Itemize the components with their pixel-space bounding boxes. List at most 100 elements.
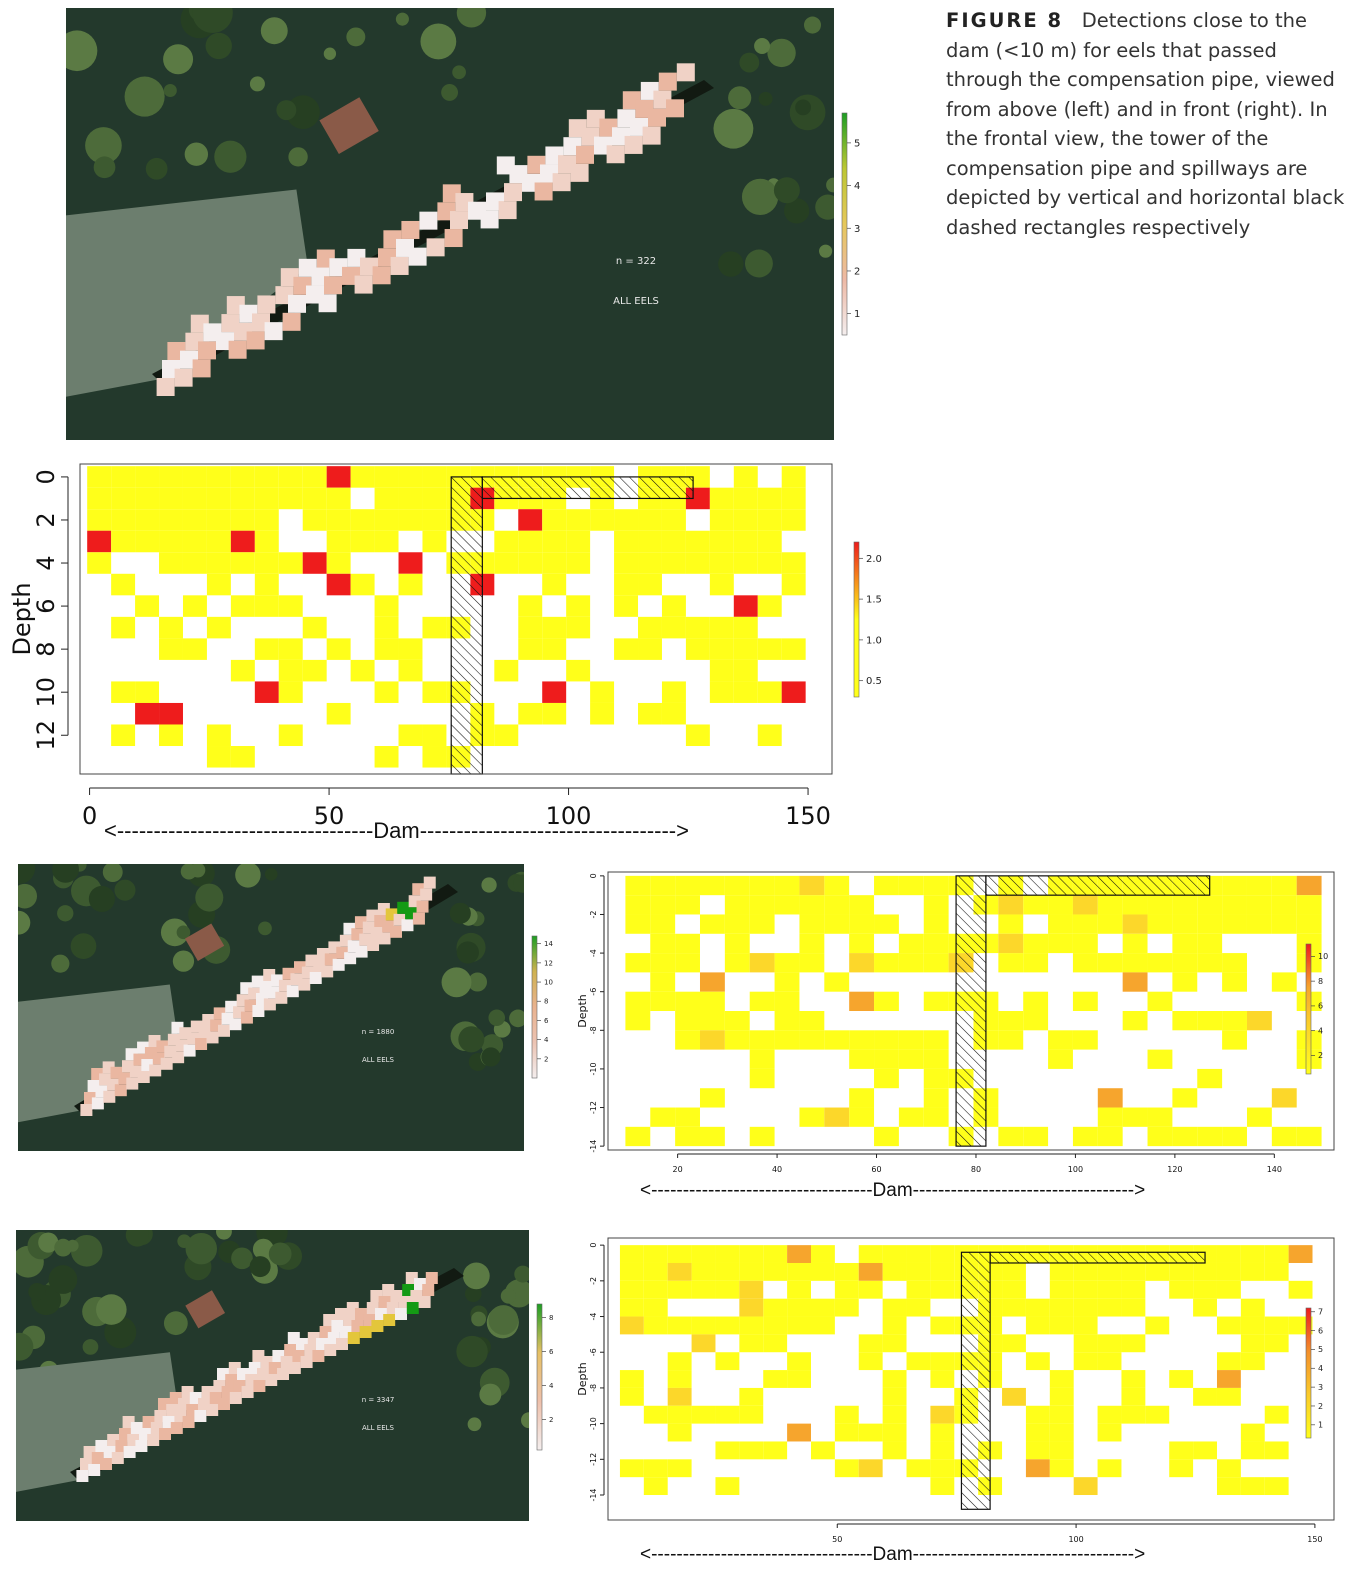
heat-cell [849,953,875,973]
colorbar-tick-label: 8 [1318,977,1323,986]
heat-cell [849,1049,875,1069]
heat-cell [625,991,651,1011]
heat-cell [1097,1459,1122,1478]
heat-cell [494,530,519,553]
heat-cell [1121,1405,1146,1424]
heat-cell [1002,1280,1026,1299]
heat-cell [590,509,615,531]
heat-cell [998,914,1024,934]
heat-cell [111,681,136,703]
heat-cell [810,1298,835,1317]
heat-cell [566,509,591,531]
heat-cell [614,530,639,553]
heat-cell [1246,1011,1272,1031]
heat-cell [1216,1477,1241,1496]
heat-cell [135,509,160,531]
heat-cell [898,875,924,896]
heat-cell [1121,1370,1146,1388]
heat-cell [87,487,112,510]
heat-cell [494,552,519,574]
heat-cell [625,895,651,915]
heat-cell [849,933,875,954]
heat-cell [422,681,447,703]
heat-cell [643,1280,668,1299]
heat-cell [1222,1030,1247,1050]
top-heat-cell [80,1104,93,1116]
top-heat-cell [642,126,661,145]
heat-cell [930,1370,955,1388]
heat-cell [724,1011,750,1031]
heat-cell [350,530,375,553]
heat-cell [799,1030,825,1050]
heat-cell [1048,1049,1073,1069]
heat-cell [699,875,725,896]
top-heat-cell [401,220,420,239]
heat-cell [882,1334,907,1353]
top-heat-cell [318,294,337,313]
heat-cell [326,702,351,725]
heat-cell [1216,1316,1241,1335]
heat-cell [278,724,303,747]
top-heat-cell [355,945,368,958]
top-heat-cells [76,1272,438,1482]
heat-cell [650,875,676,896]
heat-cell [998,895,1024,915]
heat-cell [733,487,758,510]
heat-cell [787,1352,811,1371]
heat-cell [1296,914,1322,934]
heat-cell [206,724,231,747]
top-heat-cell [218,1398,230,1410]
top-heat-cell [288,294,306,313]
building [319,97,379,154]
heat-cell [206,509,231,531]
heat-cell [374,746,399,768]
top-heat-cell [666,99,684,118]
n-label: n = 1880 [362,1028,395,1036]
heat-cell [518,616,543,639]
heat-cell [774,972,800,992]
heat-cell [326,509,351,531]
colorbar-fill [536,1303,543,1451]
heat-cell [1264,1316,1289,1335]
y-tick-label: -2 [589,1277,598,1285]
top-heat-cell [658,72,677,91]
top-heat-cell [114,1084,127,1097]
heat-cell [858,1352,883,1371]
heat-cell [774,953,800,973]
heat-cell [1049,1441,1074,1460]
heat-cell [1197,1011,1223,1031]
heat-cell [1296,875,1322,896]
heat-cell [874,953,899,973]
heat-cell [643,1459,668,1478]
heat-cell [135,466,160,488]
heat-cell [254,530,279,553]
heat-cell [182,595,207,617]
y-axis-label: Depth [8,582,36,655]
heat-cell [858,1280,883,1299]
heat-cell [650,914,676,934]
x-tick-label: 120 [1167,1165,1182,1174]
heat-cell [206,552,231,574]
heat-cell [810,1262,835,1281]
heat-cell [650,1107,676,1127]
heat-cell [733,638,758,660]
building [185,1290,226,1329]
heat-cell [1122,1011,1148,1031]
building [184,923,225,961]
heat-cell [398,573,423,596]
heat-cell [1197,914,1223,934]
top-heat-cell [401,919,414,932]
top-heat-cell [91,1097,104,1110]
heat-cell [781,681,806,703]
heat-cell [111,724,136,747]
heat-cell [254,595,279,617]
y-tick-label: -12 [589,1101,598,1114]
heat-cell [685,638,710,660]
heat-cell [326,552,351,574]
heat-cell [1216,1387,1241,1406]
heat-cell [834,1262,859,1281]
heat-cell [739,1387,764,1406]
colorbar-tick-label: 6 [544,1017,549,1025]
top-heat-cell [498,201,517,220]
heat-cell [590,702,615,725]
